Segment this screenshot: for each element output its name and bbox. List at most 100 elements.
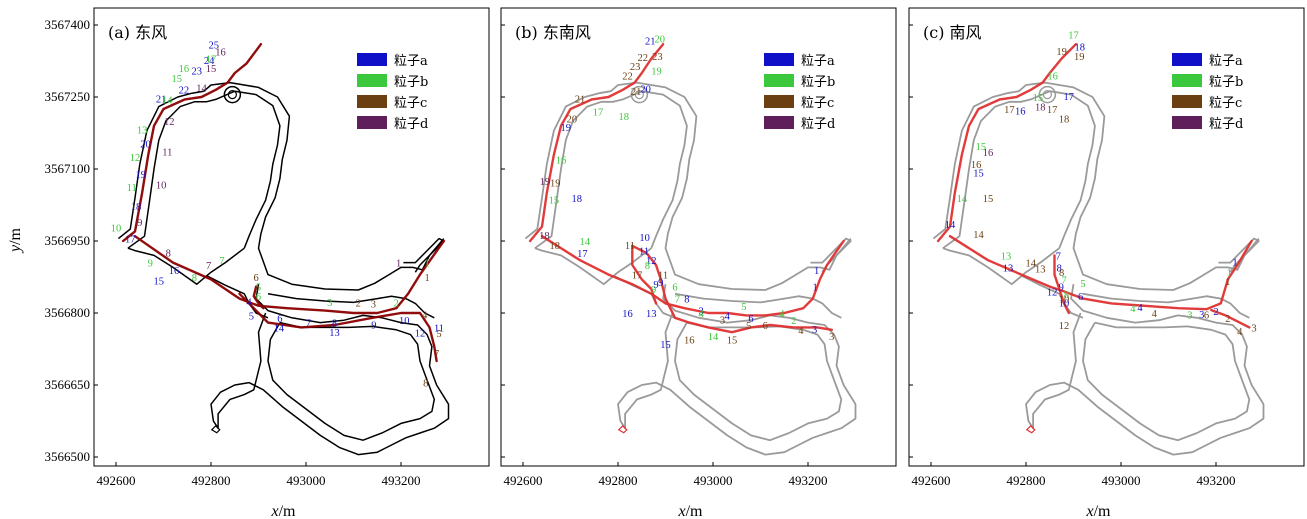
particle-track	[631, 244, 658, 305]
particle-a-marker: 21	[156, 94, 167, 105]
particle-d-marker: 12	[164, 117, 175, 128]
particle-b-marker: 7	[675, 295, 680, 306]
particle-b-marker: 19	[651, 67, 662, 78]
small-islet	[210, 424, 221, 434]
particle-b-marker: 16	[179, 64, 190, 75]
legend-swatch	[764, 116, 794, 129]
particle-b-marker: 14	[957, 194, 968, 205]
legend-swatch	[764, 74, 794, 87]
particle-a-marker: 10	[399, 316, 410, 327]
particle-a-marker: 9	[658, 278, 663, 289]
particle-c-marker: 6	[1204, 310, 1209, 321]
particle-d-marker: 16	[215, 47, 226, 58]
particle-c-marker: 22	[622, 71, 633, 82]
particle-b-marker: 20	[655, 34, 666, 45]
legend-swatch	[1172, 95, 1202, 108]
particle-a-marker: 4	[246, 298, 252, 309]
particle-d-marker: 18	[539, 231, 550, 242]
y-axis-label: y/m	[7, 227, 24, 254]
particle-a-marker: 9	[653, 280, 658, 291]
y-tick-label: 3566950	[45, 233, 91, 248]
particle-c-marker: 7	[434, 349, 439, 360]
legend-swatch	[764, 53, 794, 66]
particle-c-marker: 17	[632, 271, 643, 282]
x-tick-label: 492600	[504, 473, 543, 488]
particle-b-marker: 3	[327, 298, 332, 309]
particle-a-marker: 21	[645, 36, 656, 47]
particle-d-marker: 19	[540, 177, 551, 188]
y-tick-label: 3566650	[45, 377, 91, 392]
particle-c-marker: 17	[1004, 105, 1015, 116]
particle-b-marker: 2	[791, 316, 796, 327]
particle-b-marker: 17	[1068, 31, 1079, 42]
particle-a-marker: 8	[332, 319, 337, 330]
particle-b-marker: 5	[256, 283, 261, 294]
legend-swatch	[357, 95, 387, 108]
particle-c-marker: 19	[1056, 47, 1067, 58]
particle-b-marker: 6	[256, 292, 261, 303]
particle-d-marker: 11	[162, 148, 172, 159]
panel-title: (c) 南风	[923, 23, 982, 42]
legend-label: 粒子b	[801, 75, 835, 90]
particle-a-marker: 6	[748, 314, 753, 325]
legend-swatch	[1172, 74, 1202, 87]
panel-a: 492600 492800 493000 4932003567400356725035…	[45, 17, 450, 519]
shoreline	[403, 237, 445, 273]
particle-d-marker: 15	[206, 64, 217, 75]
particle-b-marker: 17	[206, 55, 217, 66]
particle-a-marker: 19	[561, 123, 572, 134]
particle-c-marker: 22	[637, 53, 648, 64]
particle-track	[528, 43, 665, 243]
particle-c-marker: 20	[567, 115, 578, 126]
x-axis-label: x/m	[271, 503, 297, 519]
particle-b-marker: 6	[672, 283, 677, 294]
shoreline	[267, 293, 435, 319]
particle-b-marker: 8	[645, 261, 650, 272]
particle-c-marker: 13	[1035, 264, 1046, 275]
small-islet	[617, 424, 628, 434]
particle-a-marker: 12	[1047, 287, 1058, 298]
particle-b-marker: 15	[549, 196, 560, 207]
particle-a-marker: 23	[192, 67, 203, 78]
x-tick-label: 493200	[789, 473, 828, 488]
particle-a-marker: 24	[204, 56, 215, 67]
x-tick-label: 492600	[912, 473, 951, 488]
x-tick-label: 493000	[1102, 473, 1141, 488]
particle-a-marker: 14	[274, 323, 285, 334]
particle-b-marker: 7	[219, 256, 224, 267]
particle-c-marker: 23	[630, 62, 641, 73]
x-tick-label: 493000	[694, 473, 733, 488]
particle-d-marker: 18	[1035, 103, 1046, 114]
particle-d-marker: 14	[196, 83, 207, 94]
particle-b-marker: 13	[1001, 251, 1012, 262]
particle-a-marker: 8	[1057, 263, 1062, 274]
particle-a-marker: 25	[209, 41, 220, 52]
particle-c-marker: 5	[746, 321, 751, 332]
particle-a-marker: 20	[640, 84, 651, 95]
x-tick-label: 493200	[1197, 473, 1236, 488]
x-axis-label: x/m	[1086, 503, 1112, 519]
particle-c-marker: 16	[684, 335, 695, 346]
particle-c-marker: 8	[423, 379, 428, 390]
particle-b-marker: 14	[162, 95, 173, 106]
particle-c-marker: 4	[798, 326, 804, 337]
particle-b-marker: 10	[111, 224, 122, 235]
particle-a-marker: 3	[698, 307, 703, 318]
particle-a-marker: 12	[646, 256, 657, 267]
particle-a-marker: 8	[684, 295, 689, 306]
particle-track	[1210, 308, 1251, 329]
particle-a-marker: 19	[135, 170, 146, 181]
particle-c-marker: 3	[1251, 323, 1256, 334]
particle-b-marker: 8	[192, 273, 197, 284]
legend-label: 粒子b	[394, 75, 428, 90]
legend-label: 粒子a	[1209, 54, 1243, 69]
particle-c-marker: 1	[1225, 277, 1230, 288]
shoreline	[524, 81, 852, 291]
ring-island-inner	[634, 89, 644, 100]
particle-b-marker: 15	[1033, 93, 1044, 104]
particle-a-marker: 9	[1059, 283, 1064, 294]
shoreline	[1025, 284, 1265, 456]
particle-c-marker: 11	[625, 241, 635, 252]
